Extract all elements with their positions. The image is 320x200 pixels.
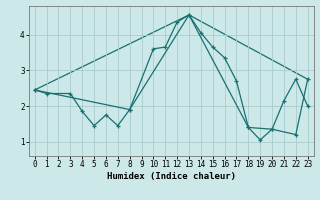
X-axis label: Humidex (Indice chaleur): Humidex (Indice chaleur) (107, 172, 236, 181)
